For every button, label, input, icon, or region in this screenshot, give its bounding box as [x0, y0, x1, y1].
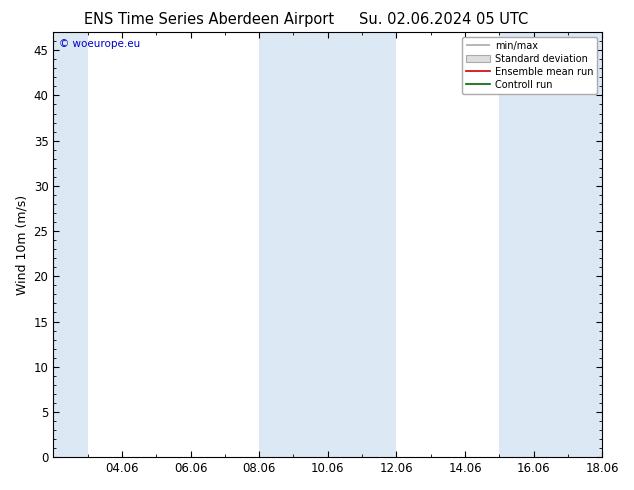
Y-axis label: Wind 10m (m/s): Wind 10m (m/s) [15, 195, 28, 294]
Legend: min/max, Standard deviation, Ensemble mean run, Controll run: min/max, Standard deviation, Ensemble me… [462, 37, 597, 94]
Bar [53, 32, 87, 457]
Bar [259, 32, 396, 457]
Text: Su. 02.06.2024 05 UTC: Su. 02.06.2024 05 UTC [359, 12, 528, 27]
Text: © woeurope.eu: © woeurope.eu [59, 39, 140, 49]
Bar [500, 32, 602, 457]
Text: ENS Time Series Aberdeen Airport: ENS Time Series Aberdeen Airport [84, 12, 334, 27]
